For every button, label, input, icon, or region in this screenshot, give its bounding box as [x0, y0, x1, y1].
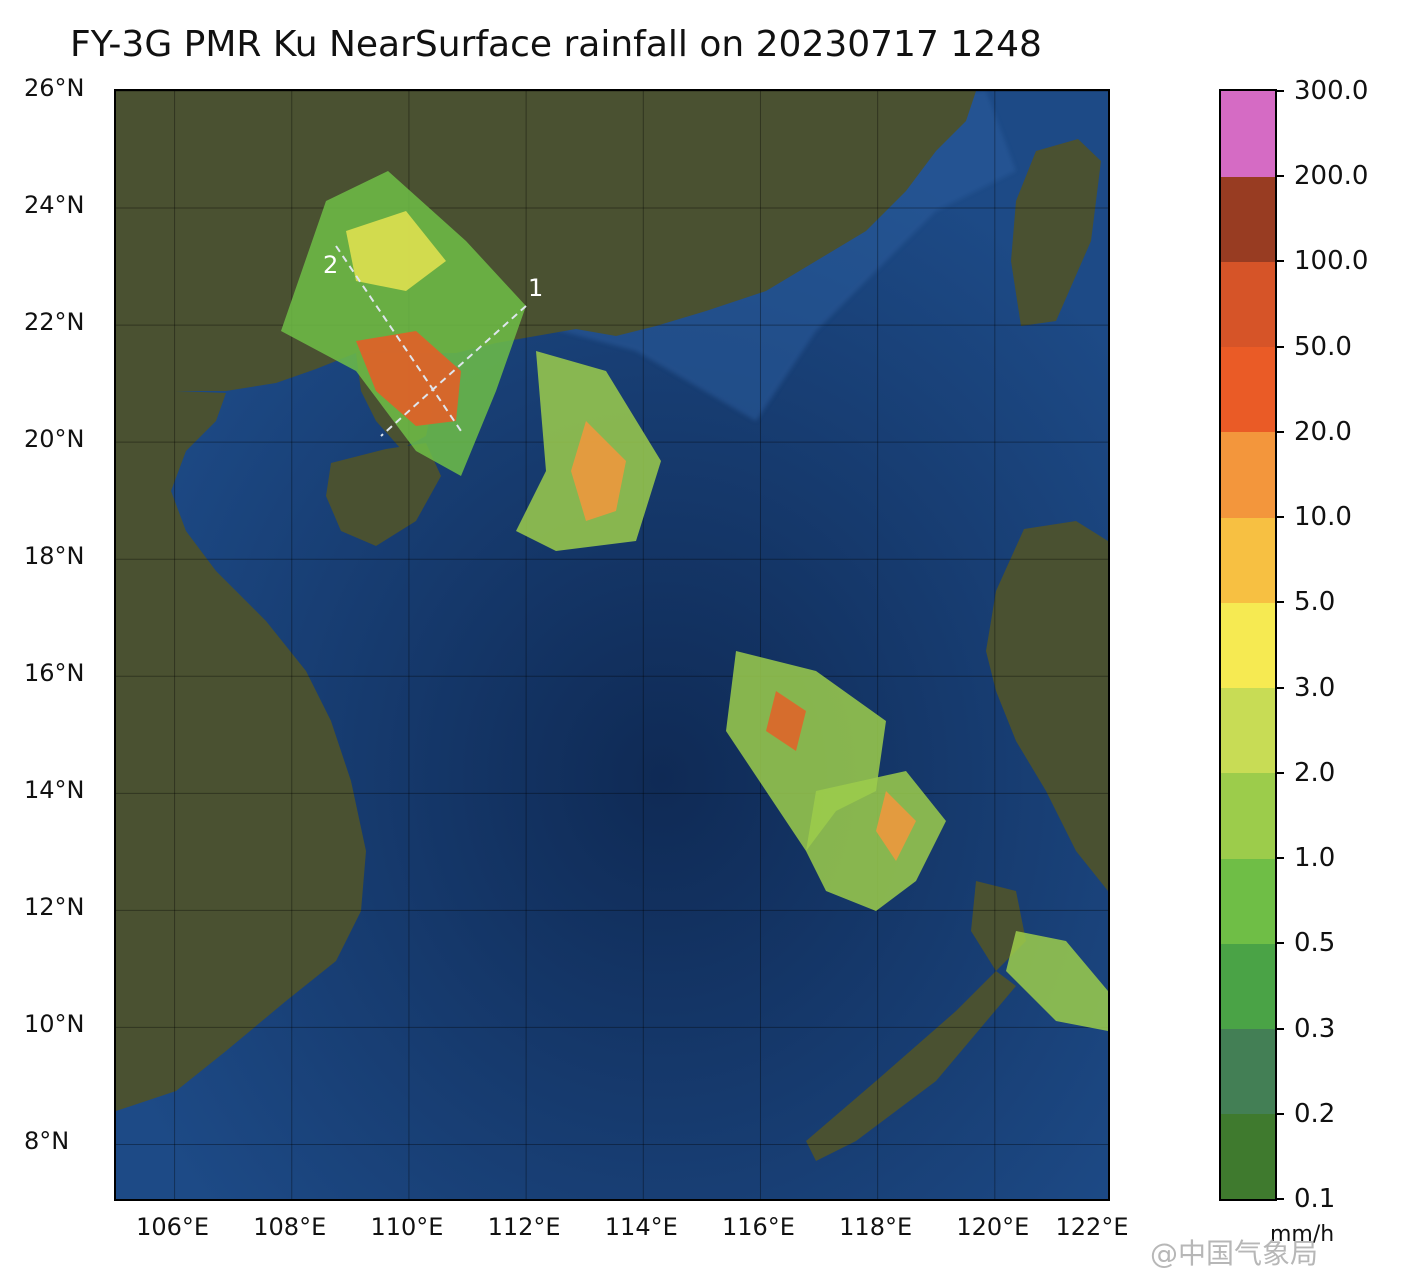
lat-tick-label: 8°N — [24, 1127, 70, 1156]
map-canvas: 1 2 — [116, 91, 1108, 1199]
colorbar-tick — [1277, 771, 1284, 774]
colorbar-level-label: 10.0 — [1294, 502, 1352, 533]
lon-tick-label: 120°E — [956, 1213, 1030, 1241]
land-taiwan — [1011, 139, 1101, 326]
colorbar-segment — [1221, 431, 1275, 518]
cross-section-label-1: 1 — [528, 274, 543, 302]
colorbar-level-label: 0.3 — [1294, 1013, 1336, 1044]
lat-tick-label: 18°N — [24, 542, 85, 571]
colorbar-tick — [1277, 516, 1284, 519]
lat-tick-label: 12°N — [24, 893, 85, 922]
rain-core-heavy — [356, 331, 461, 426]
land-hainan — [326, 443, 441, 546]
lon-tick-label: 110°E — [370, 1213, 444, 1241]
land-luzon — [986, 521, 1108, 891]
colorbar-level-label: 5.0 — [1294, 587, 1336, 618]
colorbar-tick — [1277, 857, 1284, 860]
colorbar-level-label: 0.1 — [1294, 1184, 1336, 1214]
colorbar-level-label: 200.0 — [1294, 161, 1369, 192]
lon-tick-label: 116°E — [721, 1213, 795, 1241]
rain-cluster-5 — [1006, 931, 1108, 1031]
colorbar-segment — [1221, 772, 1275, 859]
lat-tick-label: 10°N — [24, 1010, 85, 1039]
lon-tick-label: 106°E — [136, 1213, 210, 1241]
lat-tick-label: 24°N — [24, 191, 85, 220]
colorbar-segment — [1221, 1028, 1275, 1115]
chart-title: FY-3G PMR Ku NearSurface rainfall on 202… — [70, 24, 1042, 65]
colorbar-level-label: 300.0 — [1294, 76, 1369, 106]
colorbar-segment — [1221, 517, 1275, 603]
colorbar-tick — [1277, 175, 1284, 178]
lat-tick-label: 26°N — [24, 74, 85, 102]
colorbar-level-label: 100.0 — [1294, 246, 1369, 277]
colorbar-level-label: 20.0 — [1294, 416, 1352, 447]
colorbar-tick — [1277, 1027, 1284, 1030]
lon-tick-label: 114°E — [604, 1213, 678, 1241]
radar-swath — [281, 171, 526, 476]
colorbar-unit: mm/h — [1270, 1222, 1335, 1247]
lon-tick-label: 108°E — [253, 1213, 327, 1241]
cross-section-line — [335, 245, 462, 432]
rain-cluster-3-core — [766, 691, 806, 751]
rain-cluster-4 — [806, 771, 946, 911]
colorbar — [1219, 89, 1277, 1201]
cross-section-line-2 — [380, 305, 527, 437]
rain-moderate — [346, 211, 446, 291]
colorbar-tick — [1277, 90, 1284, 92]
colorbar-segment — [1221, 602, 1275, 689]
colorbar-level-label: 0.5 — [1294, 928, 1336, 959]
colorbar-segment — [1221, 1113, 1275, 1200]
land-palawan — [806, 971, 1016, 1161]
colorbar-tick — [1277, 1112, 1284, 1115]
colorbar-tick — [1277, 345, 1284, 348]
rain-band-2-core — [571, 421, 626, 521]
colorbar-tick — [1277, 260, 1284, 263]
land-indochina — [116, 391, 366, 1111]
colorbar-tick — [1277, 1198, 1284, 1200]
colorbar-tick — [1277, 601, 1284, 604]
lon-tick-label: 118°E — [839, 1213, 913, 1241]
lat-tick-label: 16°N — [24, 659, 85, 688]
lat-tick-label: 22°N — [24, 308, 85, 337]
watermark: @中国气象局 — [1150, 1237, 1319, 1270]
map-panel[interactable]: 1 2 — [114, 89, 1110, 1201]
colorbar-level-label: 1.0 — [1294, 843, 1336, 874]
lat-tick-label: 14°N — [24, 776, 85, 805]
colorbar-tick — [1277, 430, 1284, 433]
colorbar-tick — [1277, 942, 1284, 945]
colorbar-segment — [1221, 346, 1275, 433]
colorbar-segment — [1221, 858, 1275, 944]
rain-cluster-4-core — [876, 791, 916, 861]
colorbar-segment — [1221, 176, 1275, 262]
colorbar-segment — [1221, 687, 1275, 774]
lat-tick-label: 20°N — [24, 425, 85, 454]
colorbar-level-label: 0.2 — [1294, 1098, 1336, 1129]
colorbar-segment — [1221, 943, 1275, 1030]
colorbar-segment — [1221, 261, 1275, 348]
colorbar-level-label: 2.0 — [1294, 757, 1336, 788]
colorbar-tick — [1277, 686, 1284, 689]
cross-section-label-2: 2 — [323, 251, 338, 279]
colorbar-segment — [1221, 91, 1275, 177]
lon-tick-label: 112°E — [487, 1213, 561, 1241]
lon-tick-label: 122°E — [1055, 1213, 1129, 1241]
colorbar-level-label: 3.0 — [1294, 672, 1336, 703]
colorbar-level-label: 50.0 — [1294, 331, 1352, 362]
